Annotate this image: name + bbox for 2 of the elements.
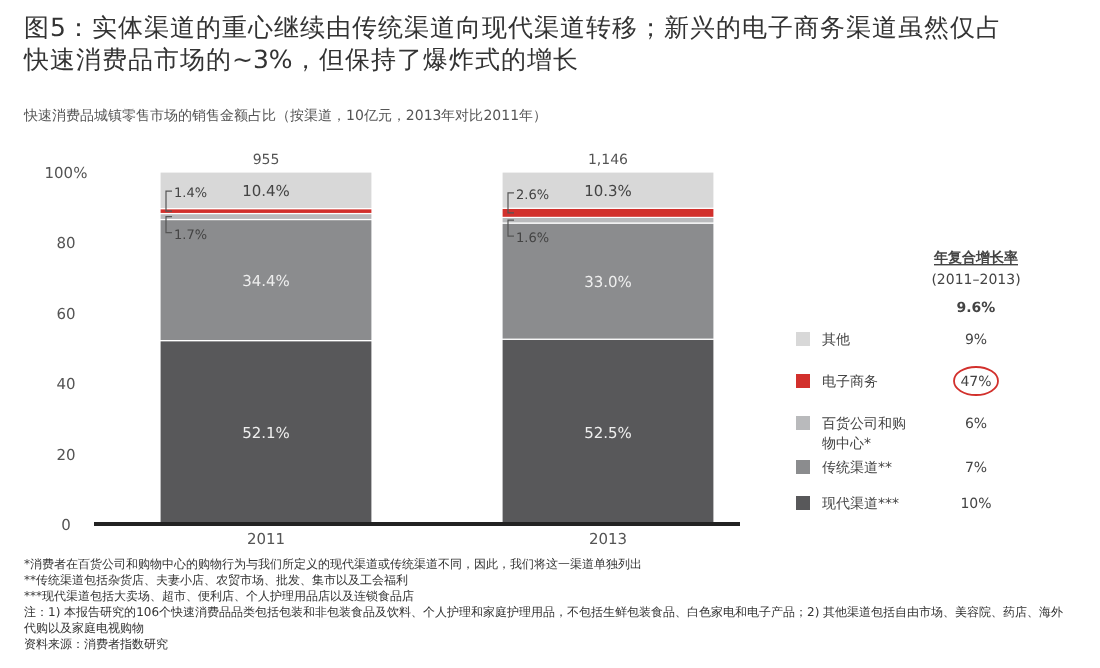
bar — [159, 171, 373, 210]
chart-title: 图5：实体渠道的重心继续由传统渠道向现代渠道转移；新兴的电子商务渠道虽然仅占快速消费品市场的~3%，但保持了爆炸式的增长 — [22, 12, 1002, 74]
